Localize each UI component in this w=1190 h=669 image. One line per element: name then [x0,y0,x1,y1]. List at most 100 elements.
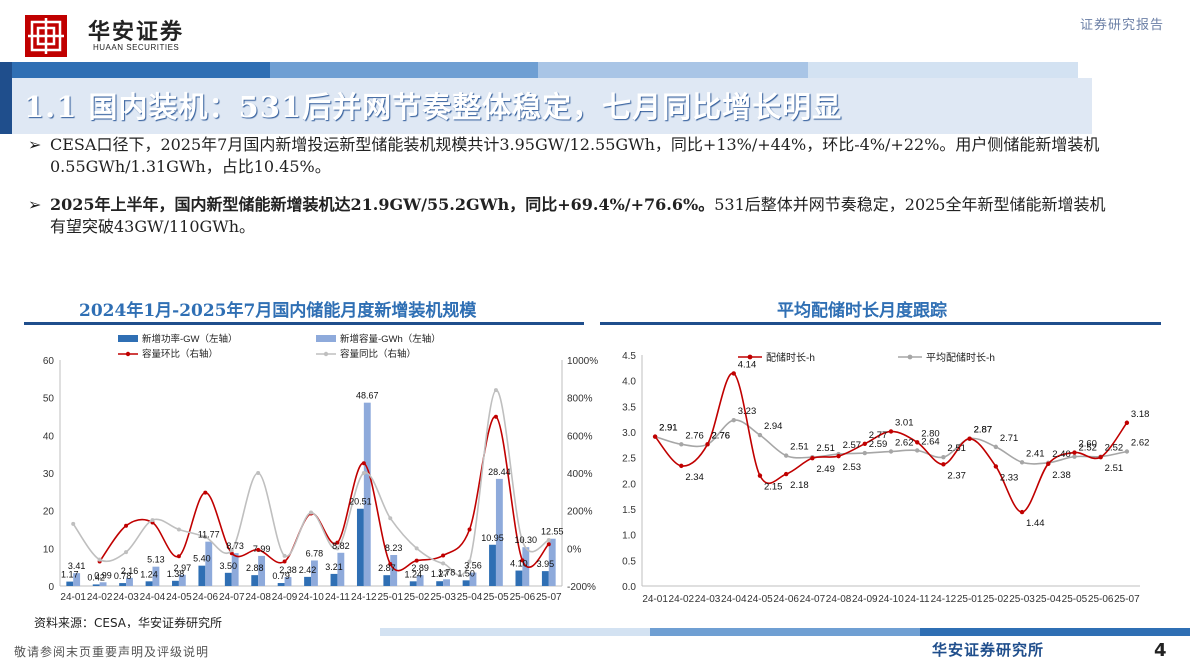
capacity-bar [258,555,266,586]
yoy-point [124,550,129,555]
capacity-bar [231,553,239,586]
power-data-label: 0.79 [272,571,290,581]
capacity-data-label: 12.55 [541,527,564,537]
y-tick-label: 3.5 [622,402,636,413]
mom-point [414,558,419,563]
y-tick-label: 3.0 [622,428,636,439]
capacity-data-label: 8.73 [226,541,244,551]
right-y-tick-label: -200% [567,582,596,593]
avg-duration-data-label: 2.57 [843,440,862,451]
bullet-2-text: 531后整体并网节奏稳定，2025全年新型储能新增装机有望突破43GW/110G… [50,195,1106,236]
power-bar [119,583,127,586]
duration-point [862,441,867,447]
duration-point [1072,450,1077,455]
power-data-label: 1.27 [431,569,449,579]
avg-duration-data-label: 2.41 [1026,448,1045,459]
avg-duration-data-label: 2.51 [816,443,835,454]
avg-duration-data-label: 2.62 [895,438,914,449]
avg-duration-data-label: 2.62 [1131,438,1150,449]
yoy-point [520,538,525,543]
power-bar [383,575,391,586]
duration-data-label: 2.60 [1078,439,1097,450]
legend-swatch [118,335,138,342]
power-data-label: 10.95 [481,533,504,543]
x-tick-label: 24-04 [721,594,747,605]
x-tick-label: 24-05 [747,594,773,605]
power-data-label: 20.51 [349,497,372,507]
power-bar [224,572,232,586]
legend-label: 容量环比（右轴） [142,348,218,360]
x-tick-label: 24-07 [800,594,826,605]
power-data-label: 3.95 [537,559,555,569]
legend-label: 新增功率-GW（左轴） [142,333,238,345]
mom-point [546,542,551,547]
duration-data-label: 2.87 [974,425,993,436]
bullet-arrow-icon: ➢ [28,195,42,214]
yoy-point [388,516,393,521]
yoy-point [282,553,287,558]
legend-label: 配储时长-h [766,351,815,364]
capacity-data-label: 0.99 [94,570,112,580]
capacity-bar [99,582,107,586]
power-bar [462,580,470,586]
power-bar [277,583,285,586]
capacity-bar [178,574,186,586]
yoy-point [203,535,208,540]
right-y-tick-label: 1000% [567,356,598,367]
left-y-tick-label: 40 [43,431,55,442]
right-y-tick-label: 600% [567,431,593,442]
right-y-tick-label: 800% [567,394,593,405]
capacity-bar [363,402,371,586]
power-data-label: 0.78 [114,571,132,581]
legend-marker [747,354,753,360]
x-tick-label: 24-10 [878,594,904,605]
y-tick-label: 4.0 [622,377,636,388]
capacity-data-label: 2.97 [174,563,192,573]
capacity-bar [337,552,345,586]
yoy-point [229,548,234,553]
header-band-4 [808,62,1078,78]
legend-marker [125,351,131,357]
monthly-install-chart: 0 10 20 30 40 50 60 -200% 0% 200% 400% 600% 800% 1000… [43,333,598,603]
duration-point [1019,509,1025,515]
avg-duration-data-label: 2.52 [1078,443,1097,454]
power-bar [330,573,338,586]
avg-duration-data-label: 2.59 [869,439,888,450]
x-tick-label: 24-11 [325,592,350,603]
capacity-bar [284,577,292,586]
x-tick-label: 24-09 [272,592,298,603]
capacity-bar [152,566,160,586]
avg-duration-data-label: 2.51 [947,443,966,454]
company-logo [25,15,67,57]
right-y-tick-label: 200% [567,507,593,518]
duration-point [731,371,736,376]
avg-duration-data-label: 2.87 [974,425,993,436]
avg-duration-data-label: 2.94 [764,421,783,432]
x-tick-label: 24-02 [669,594,695,605]
yoy-point [256,471,261,475]
power-data-label: 3.21 [325,562,343,572]
bullet-arrow-icon: ➢ [28,135,42,154]
page-title: 1.1 国内装机：531后并网节奏整体稳定，七月同比增长明显 [24,90,843,124]
power-data-label: 1.50 [457,568,475,578]
x-tick-label: 24-09 [852,594,878,605]
yoy-point [309,510,313,515]
duration-data-label: 1.44 [1026,518,1045,529]
duration-data-label: 2.80 [921,428,940,439]
x-tick-label: 24-07 [219,592,245,603]
power-data-label: 0.42 [87,572,105,582]
avg-duration-point [1124,449,1130,454]
power-bar [436,581,444,586]
power-data-label: 1.38 [167,569,185,579]
x-tick-label: 24-01 [60,592,86,603]
duration-data-label: 2.18 [790,480,809,491]
capacity-bar [73,573,81,586]
capacity-data-label: 10.30 [515,535,538,545]
y-tick-label: 1.0 [622,531,636,542]
capacity-data-label: 48.67 [356,391,379,401]
duration-data-label: 2.77 [869,430,888,441]
power-bar [172,580,179,586]
avg-duration-data-label: 2.71 [1000,433,1019,444]
legend-marker [907,354,913,360]
capacity-bar [390,555,398,586]
